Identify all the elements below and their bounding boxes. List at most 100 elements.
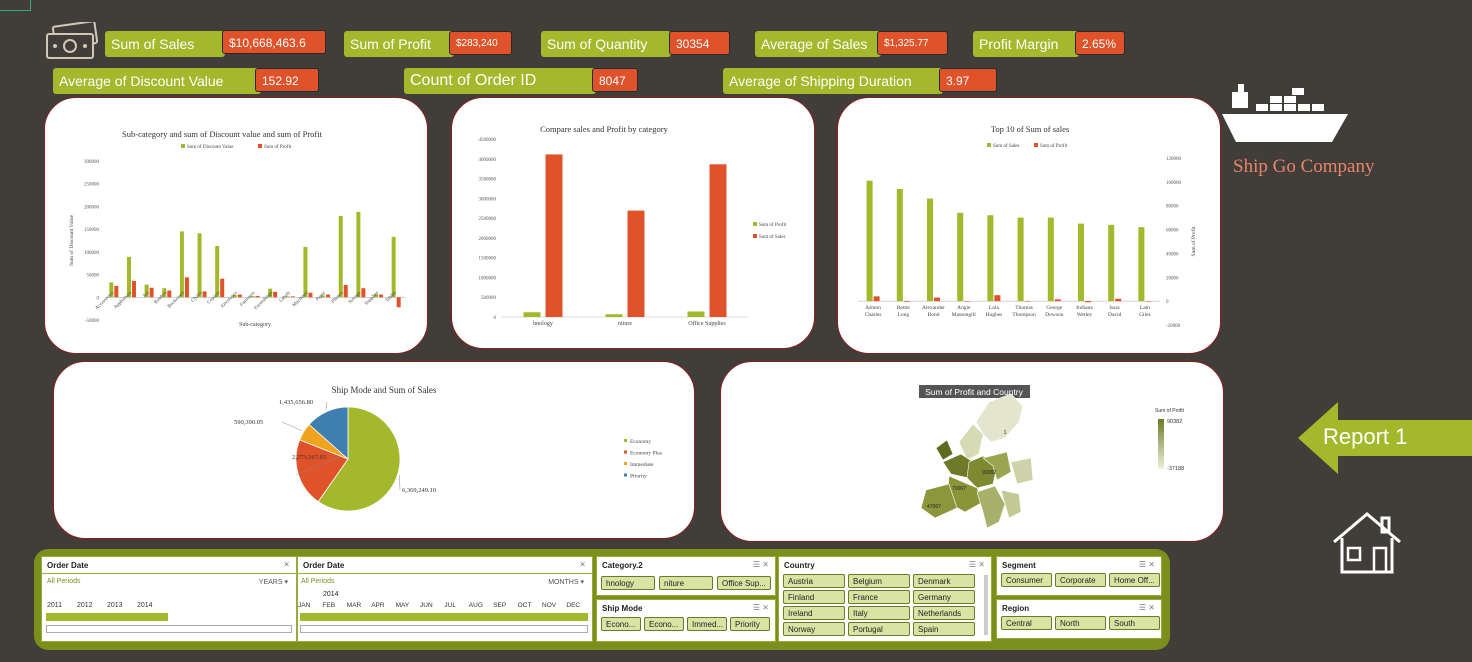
y-tick-label: 150000 — [84, 228, 100, 233]
x-tick-label: Long — [897, 312, 909, 318]
slicer-region[interactable]: Region ☰ ⨯ Central North South — [996, 599, 1162, 639]
ship-mode-chip[interactable]: Priority — [730, 617, 770, 631]
x-tick-label: Ashton — [865, 305, 881, 311]
country-chip[interactable]: Belgium — [848, 574, 910, 588]
country-chip[interactable]: Portugal — [848, 622, 910, 636]
period-unit-dropdown[interactable]: YEARS ▾ — [258, 579, 288, 586]
country-chip[interactable]: Denmark — [913, 574, 975, 588]
timeline-bar[interactable] — [46, 613, 168, 621]
report-nav-label[interactable]: Report 1 — [1323, 424, 1408, 449]
timeline-month[interactable]: NOV — [542, 602, 557, 609]
clear-filter-icon[interactable]: ☰ ⨯ — [752, 603, 769, 612]
clear-filter-icon[interactable]: ⨯ — [579, 560, 586, 569]
segment-chip[interactable]: Corporate — [1055, 573, 1106, 587]
y-tick-label: 0 — [1166, 300, 1169, 305]
y-tick-label: 60000 — [1166, 229, 1179, 234]
home-icon[interactable] — [1330, 510, 1404, 574]
bar-series2 — [1024, 301, 1031, 302]
country-chip[interactable]: Italy — [848, 606, 910, 620]
bar-series2 — [964, 301, 971, 302]
bar-series1 — [321, 295, 326, 298]
region-chip[interactable]: North — [1055, 616, 1106, 630]
chart-map-card: Sum of Profit and Country 90382 70067 47067… — [720, 361, 1224, 542]
y-tick-label: 3500000 — [479, 178, 497, 183]
country-chip[interactable]: Norway — [783, 622, 845, 636]
timeline-year[interactable]: 2012 — [77, 602, 93, 609]
timeline-month[interactable]: AUG — [468, 602, 483, 609]
timeline-year[interactable]: 2014 — [137, 602, 153, 609]
legend-swatch — [753, 222, 757, 226]
country-chip[interactable]: Ireland — [783, 606, 845, 620]
timeline-scrollbar[interactable] — [300, 625, 588, 633]
country-region — [1000, 489, 1022, 519]
slicer-segment[interactable]: Segment ☰ ⨯ Consumer Corporate Home Off... — [996, 556, 1162, 596]
map-data-label: 70067 — [952, 486, 966, 492]
bar-series1 — [268, 288, 273, 298]
chart-subcategory-card: Sub-category and sum of Discount value a… — [44, 97, 428, 354]
country-chip[interactable]: France — [848, 590, 910, 604]
timeline-month[interactable]: JAN — [298, 602, 311, 609]
y-tick-label: 300000 — [84, 160, 100, 165]
country-chip[interactable]: Finland — [783, 590, 845, 604]
report-nav-arrow[interactable] — [1298, 400, 1472, 476]
country-region — [958, 423, 984, 461]
category-chip[interactable]: niture — [659, 576, 713, 590]
timeline-month[interactable]: SEP — [493, 602, 507, 609]
country-chip[interactable]: Netherlands — [913, 606, 975, 620]
bar-series1 — [356, 211, 361, 298]
timeline-month[interactable]: MAY — [395, 602, 410, 609]
clear-filter-icon[interactable]: ☰ ⨯ — [1138, 560, 1155, 569]
x-tick-label: Wetley — [1077, 312, 1093, 318]
year-label: 2014 — [323, 591, 339, 598]
country-chip[interactable]: Germany — [913, 590, 975, 604]
y-tick-label: 2500000 — [479, 217, 497, 222]
clear-filter-icon[interactable]: ☰ ⨯ — [1138, 603, 1155, 612]
region-chip[interactable]: Central — [1001, 616, 1052, 630]
timeline-month[interactable]: APR — [371, 602, 385, 609]
timeline-year[interactable]: 2011 — [47, 602, 63, 609]
timeline-month[interactable]: JUL — [444, 602, 456, 609]
country-region — [982, 451, 1012, 481]
timeline-bar[interactable] — [300, 613, 588, 621]
timeline-month[interactable]: OCT — [517, 602, 532, 609]
timeline-month[interactable]: MAR — [346, 602, 362, 609]
country-region — [935, 439, 954, 461]
ship-mode-chip[interactable]: Econo... — [601, 617, 641, 631]
clear-filter-icon[interactable]: ☰ ⨯ — [968, 560, 985, 569]
slicer-scrollbar[interactable] — [984, 575, 988, 635]
category-chip[interactable]: Office Sup... — [717, 576, 771, 590]
x-tick-label: Issac — [1109, 305, 1121, 311]
x-tick-label: Binders — [154, 291, 169, 306]
timeline-month[interactable]: FEB — [322, 602, 336, 609]
slicer-order-date-months[interactable]: Order Date ⨯ All Periods MONTHS ▾ 2014 J… — [297, 556, 593, 642]
pie-data-label: 6,369,249.10 — [402, 487, 436, 494]
clear-filter-icon[interactable]: ☰ ⨯ — [752, 560, 769, 569]
timeline-month[interactable]: DEC — [566, 602, 581, 609]
slicer-ship-mode[interactable]: Ship Mode ☰ ⨯ Econo... Econo... Immed... Pr… — [596, 599, 776, 642]
x-axis-label: Sub-category — [239, 322, 271, 328]
country-chip[interactable]: Spain — [913, 622, 975, 636]
segment-chip[interactable]: Home Off... — [1109, 573, 1160, 587]
country-chip[interactable]: Austria — [783, 574, 845, 588]
slicer-country[interactable]: Country ☰ ⨯ Austria Belgium Denmark Finland… — [778, 556, 992, 642]
category-chip[interactable]: hnology — [601, 576, 655, 590]
legend-entry: Economy — [630, 439, 651, 445]
x-tick-label: Alexander — [922, 305, 945, 311]
timeline-month[interactable]: JUN — [420, 602, 433, 609]
region-chip[interactable]: South — [1109, 616, 1160, 630]
kpi-sales-label: Sum of Sales — [105, 31, 225, 57]
ship-mode-chip[interactable]: Immed... — [687, 617, 727, 631]
timeline-scrollbar[interactable] — [46, 625, 292, 633]
segment-chip[interactable]: Consumer — [1001, 573, 1052, 587]
bar-series1 — [374, 294, 379, 298]
period-unit-dropdown[interactable]: MONTHS ▾ — [548, 579, 584, 586]
slicer-category[interactable]: Category.2 ☰ ⨯ hnology niture Office Sup..… — [596, 556, 776, 596]
x-tick-label: Machines — [292, 291, 309, 308]
clear-filter-icon[interactable]: ⨯ — [283, 560, 290, 569]
pie-slice — [308, 406, 349, 460]
y-tick-label: 4000000 — [479, 158, 497, 163]
timeline-year[interactable]: 2013 — [107, 602, 123, 609]
slicer-order-date-years[interactable]: Order Date ⨯ All Periods YEARS ▾ 2011 201… — [41, 556, 297, 642]
y-tick-label: 4500000 — [479, 138, 497, 143]
ship-mode-chip[interactable]: Econo... — [644, 617, 684, 631]
